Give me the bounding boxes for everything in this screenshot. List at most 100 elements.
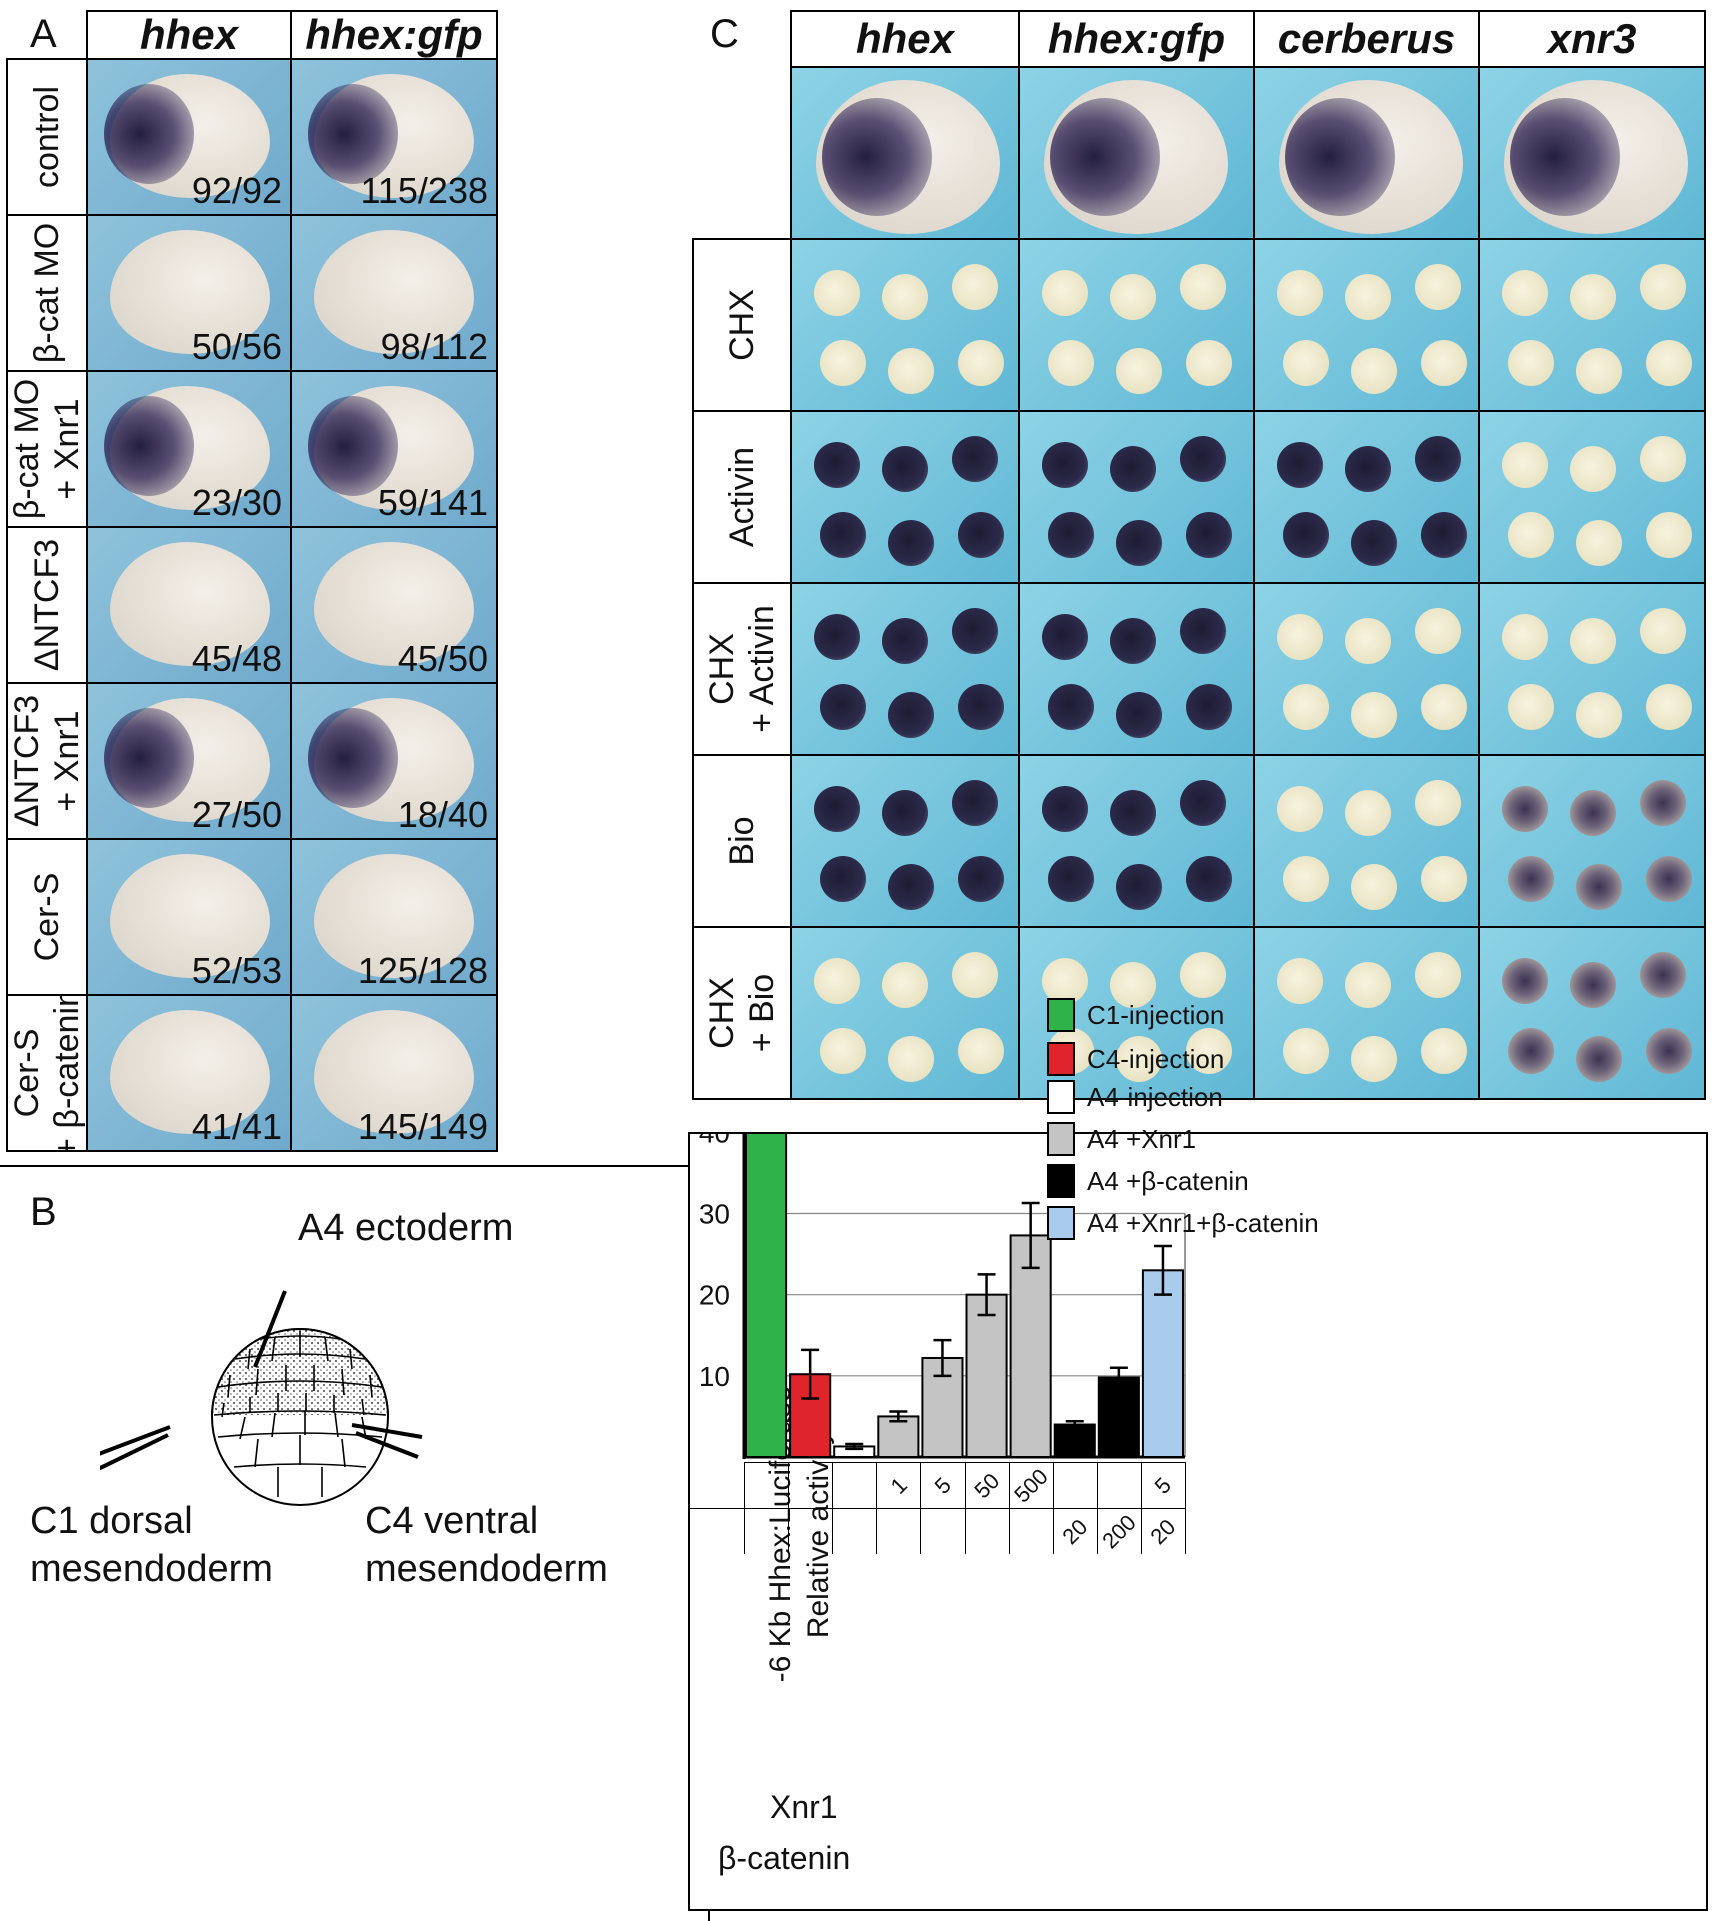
animal-cap-explant	[1640, 952, 1686, 998]
table-cell-bcatenin	[1008, 1508, 1053, 1554]
c4-label-line2: mesendoderm	[365, 1548, 608, 1590]
bcatenin-dose: 20	[1057, 1513, 1093, 1549]
y-tick-label: 10	[699, 1361, 730, 1392]
animal-cap-explant	[888, 1036, 934, 1082]
animal-cap-explant	[814, 614, 860, 660]
legend-item: A4-injection	[1047, 1080, 1223, 1114]
explant-image-cell	[1478, 582, 1706, 756]
animal-cap-explant	[1186, 1028, 1232, 1074]
animal-cap-explant	[1277, 442, 1323, 488]
animal-cap-explant	[958, 856, 1004, 902]
table-cell-xnr1	[832, 1462, 877, 1508]
explant-image-cell	[1018, 410, 1255, 584]
animal-cap-explant	[1646, 340, 1692, 386]
animal-cap-explant	[1116, 348, 1162, 394]
legend-item: C4-injection	[1047, 1042, 1224, 1076]
table-cell-xnr1: 500	[1008, 1462, 1053, 1508]
panel-c-row-label-text: Activin	[722, 447, 762, 547]
expression-stain	[1050, 98, 1160, 216]
explant-image-cell	[1478, 410, 1706, 584]
embryo	[110, 1010, 270, 1134]
a4-ectoderm-label: A4 ectoderm	[298, 1207, 514, 1249]
animal-cap-explant	[1415, 608, 1461, 654]
animal-cap-explant	[1345, 790, 1391, 836]
panel-c-embryo-cell	[790, 66, 1020, 240]
embryo-count: 45/50	[397, 638, 488, 679]
animal-cap-explant	[952, 780, 998, 826]
animal-cap-explant	[1186, 340, 1232, 386]
embryo-image-cell: 45/50	[290, 526, 498, 684]
bcatenin-dose: 200	[1097, 1509, 1141, 1553]
animal-cap-explant	[1277, 614, 1323, 660]
y-tick-label: 20	[699, 1280, 730, 1311]
legend-label: C1-injection	[1087, 999, 1225, 1030]
panel-a-row-label-text-line: control	[28, 85, 66, 189]
embryo	[110, 230, 270, 354]
animal-cap-explant	[1116, 1036, 1162, 1082]
table-cell-bcatenin: 20	[1052, 1508, 1097, 1554]
animal-cap-explant	[1186, 512, 1232, 558]
animal-cap-explant	[1186, 684, 1232, 730]
animal-cap-explant	[1570, 790, 1616, 836]
panel-c-row-label-text-line: CHX	[703, 977, 741, 1049]
animal-cap-explant	[1345, 962, 1391, 1008]
legend-item: A4 +β-catenin	[1047, 1164, 1249, 1198]
legend-label: C4-injection	[1087, 1043, 1225, 1074]
expression-stain	[104, 396, 194, 496]
table-cell-bcatenin: 200	[1096, 1508, 1141, 1554]
panel-c-row-label-text-line: + Bio	[743, 973, 781, 1053]
panel-c-row-label-text-line: CHX	[723, 289, 761, 361]
panel-c-row-label-text: CHX + Bio	[702, 974, 782, 1052]
panel-c-row-label-text-line: + Activin	[743, 605, 781, 733]
panel-c-row-label-text-line: Bio	[723, 816, 761, 866]
row-label-bcatenin: β-catenin	[718, 1840, 851, 1876]
luciferase-chart-panel: -6 Kb Hhex:Luciferase Relative activity …	[688, 998, 1708, 1911]
table-cell-bcatenin	[832, 1508, 877, 1554]
animal-cap-explant	[1570, 618, 1616, 664]
panel-c-row-label: Activin	[692, 410, 792, 584]
embryo-count: 125/128	[357, 950, 488, 991]
animal-cap-explant	[1345, 446, 1391, 492]
xnr1-dose: 5	[929, 1471, 956, 1499]
panel-c-row-label-text-line: Activin	[723, 446, 761, 548]
animal-cap-explant	[1048, 512, 1094, 558]
animal-cap-explant	[882, 962, 928, 1008]
embryo-image-cell: 59/141	[290, 370, 498, 528]
table-cell-xnr1	[744, 1462, 789, 1508]
animal-cap-explant	[888, 520, 934, 566]
animal-cap-explant	[1640, 780, 1686, 826]
table-cell-xnr1	[788, 1462, 833, 1508]
panel-c-column-header: hhex:gfp	[1018, 10, 1255, 68]
c1-label-line1: C1 dorsal	[30, 1500, 193, 1542]
animal-cap-explant	[1351, 348, 1397, 394]
animal-cap-explant	[1180, 780, 1226, 826]
animal-cap-explant	[1277, 958, 1323, 1004]
animal-cap-explant	[820, 340, 866, 386]
animal-cap-explant	[882, 274, 928, 320]
legend-label: A4-injection	[1087, 1081, 1223, 1112]
legend-label: A4 +Xnr1	[1087, 1123, 1197, 1154]
panel-a-row-label-text-line: + Xnr1	[48, 398, 86, 500]
panel-a-row-label-text: control	[27, 86, 67, 188]
animal-cap-explant	[1415, 264, 1461, 310]
panel-a-column-header: hhex:gfp	[290, 10, 498, 60]
animal-cap-explant	[1351, 1036, 1397, 1082]
animal-cap-explant	[814, 270, 860, 316]
animal-cap-explant	[1421, 856, 1467, 902]
animal-cap-explant	[1042, 442, 1088, 488]
animal-cap-explant	[1415, 436, 1461, 482]
animal-cap-explant	[1048, 684, 1094, 730]
animal-cap-explant	[958, 512, 1004, 558]
animal-cap-explant	[1110, 618, 1156, 664]
animal-cap-explant	[1110, 274, 1156, 320]
animal-cap-explant	[1277, 270, 1323, 316]
animal-cap-explant	[1283, 340, 1329, 386]
panel-a-row-label-text: β-cat MO	[27, 223, 67, 363]
animal-cap-explant	[1646, 856, 1692, 902]
animal-cap-explant	[1048, 856, 1094, 902]
animal-cap-explant	[1180, 608, 1226, 654]
panel-a-row-label-text-line: Cer-S	[8, 1028, 46, 1118]
explant-image-cell	[790, 582, 1020, 756]
animal-cap-explant	[1042, 614, 1088, 660]
animal-cap-explant	[952, 608, 998, 654]
